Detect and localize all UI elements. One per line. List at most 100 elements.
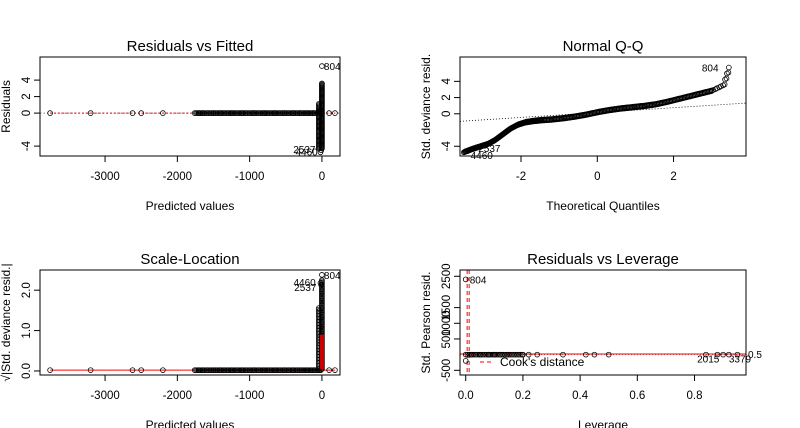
x-tick-label: 2	[670, 171, 676, 183]
data-point	[726, 351, 732, 358]
data-point	[272, 367, 278, 373]
data-point	[734, 351, 741, 358]
y-tick-label: -500	[441, 359, 453, 382]
outlier-label: 2015	[697, 355, 720, 366]
plot-area	[40, 63, 340, 156]
data-point	[525, 351, 532, 358]
data-point	[272, 110, 278, 116]
data-point	[47, 367, 53, 373]
data-point	[239, 110, 246, 116]
plot-area	[460, 64, 746, 156]
data-point	[129, 367, 136, 373]
data-point	[517, 351, 524, 358]
y-tick-label: 500	[441, 329, 453, 348]
y-tick-label: 4	[21, 76, 33, 83]
data-point	[477, 351, 483, 358]
data-point	[520, 351, 526, 358]
data-point	[703, 351, 709, 358]
outlier-label: 804	[470, 275, 487, 286]
x-tick-label: -2000	[163, 390, 192, 402]
data-point	[290, 110, 296, 116]
data-point	[281, 110, 288, 116]
data-point	[261, 110, 267, 116]
x-tick-label: -2000	[163, 171, 192, 183]
data-point	[87, 367, 94, 373]
plot-frame	[39, 269, 341, 376]
data-point	[316, 306, 322, 313]
data-point	[290, 367, 296, 373]
y-tick-label: 0.0	[21, 363, 33, 379]
data-point	[261, 367, 267, 373]
plot-title: Normal Q-Q	[563, 38, 644, 55]
x-tick-label: -1000	[235, 171, 264, 183]
data-point	[196, 367, 202, 373]
y-axis-label: Residuals	[0, 80, 13, 133]
data-point	[239, 367, 246, 373]
x-tick-label: -1000	[235, 390, 264, 402]
outlier-point	[319, 63, 325, 69]
y-tick-label: 2.0	[21, 282, 33, 298]
qq-point	[721, 81, 728, 88]
outlier-point	[317, 149, 324, 156]
data-point	[129, 110, 136, 116]
data-point	[332, 367, 338, 373]
x-tick-label: 0	[594, 171, 600, 183]
data-point	[583, 351, 589, 358]
data-point	[505, 351, 512, 358]
x-tick-label: -2	[516, 171, 526, 183]
y-axis-label: √|Std. deviance resid.|	[0, 263, 13, 381]
y-tick-label: 4	[441, 78, 453, 85]
x-axis-label: Predicted values	[146, 418, 235, 428]
data-point	[217, 110, 224, 116]
outlier-point	[726, 64, 732, 71]
data-point	[250, 367, 257, 373]
qq-point	[725, 69, 732, 76]
outlier-label: 4460	[293, 278, 316, 289]
x-axis-label: Leverage	[578, 418, 628, 428]
panel-2: Normal Q-Q Theoretical Quantiles Std. devi…	[419, 38, 747, 213]
outlier-label: 2537	[294, 283, 317, 294]
data-point	[297, 367, 304, 373]
x-tick-label: 0.2	[515, 390, 531, 402]
data-point	[138, 367, 145, 373]
data-point	[714, 351, 721, 358]
data-point	[591, 351, 598, 358]
data-point	[332, 110, 338, 116]
data-point	[160, 110, 166, 116]
data-point	[228, 367, 235, 373]
outlier-point	[464, 148, 471, 154]
outlier-label: 804	[324, 271, 341, 282]
cooks-contour-label: 0.5	[748, 350, 762, 361]
data-point	[138, 110, 145, 116]
plot-title: Scale-Location	[140, 251, 239, 268]
x-tick-label: -3000	[90, 171, 119, 183]
legend-label: Cook's distance	[500, 355, 585, 369]
y-tick-label: 1.0	[21, 323, 33, 339]
data-point	[199, 110, 206, 116]
qq-point	[720, 82, 726, 89]
plot-frame	[459, 56, 747, 157]
qq-point	[723, 75, 730, 82]
data-point	[228, 110, 235, 116]
data-point	[199, 367, 206, 373]
data-point	[534, 351, 541, 358]
data-point	[326, 110, 332, 116]
plot-frame	[39, 56, 341, 157]
data-point	[196, 110, 202, 116]
outlier-point	[319, 272, 325, 278]
x-tick-label: -3000	[90, 390, 119, 402]
data-point	[316, 305, 322, 311]
data-point	[310, 110, 317, 116]
data-point	[485, 351, 492, 358]
y-tick-label: -4	[441, 141, 453, 152]
data-point	[87, 110, 94, 116]
data-point	[560, 351, 566, 358]
qq-point	[722, 76, 728, 83]
y-tick-label: 2	[441, 94, 453, 100]
x-axis-label: Theoretical Quantiles	[546, 199, 659, 213]
data-point	[250, 110, 257, 116]
outlier-point	[462, 358, 469, 364]
panel-3: Scale-Location Predicted values √|Std. dev…	[0, 251, 341, 428]
data-point	[281, 367, 288, 373]
